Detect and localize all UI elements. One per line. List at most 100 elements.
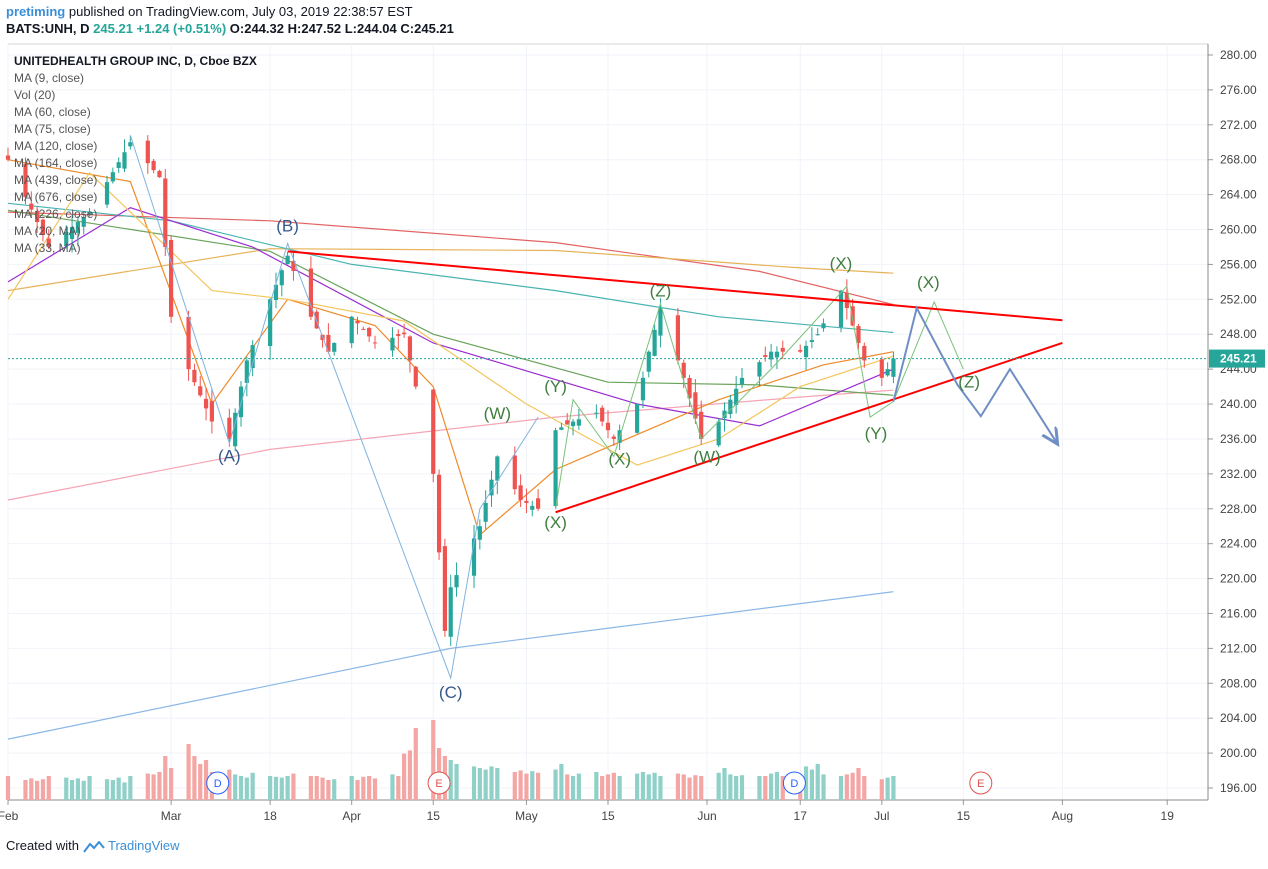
y-tick-label: 268.00 — [1220, 153, 1257, 167]
candle-body — [209, 401, 214, 422]
x-tick-label: 15 — [427, 809, 441, 823]
legend-item[interactable]: MA (33, MA) — [14, 241, 81, 255]
legend-item[interactable]: MA (9, close) — [14, 71, 85, 85]
candle-body — [594, 412, 599, 414]
legend-item[interactable]: MA (164, close) — [14, 156, 98, 170]
x-tick-label: Apr — [342, 809, 361, 823]
x-tick-label: Jul — [874, 809, 889, 823]
volume-bar — [617, 776, 622, 800]
volume-bar — [739, 775, 745, 800]
volume-bar — [279, 777, 284, 800]
volume-bar — [495, 768, 500, 800]
wave-label: (B) — [276, 216, 299, 235]
legend-item[interactable]: MA (75, close) — [14, 122, 91, 136]
legend-item[interactable]: MA (439, close) — [14, 173, 98, 187]
volume-bar — [5, 776, 11, 800]
legend-item[interactable]: MA (60, close) — [14, 105, 91, 119]
volume-bar — [308, 776, 314, 800]
candle-body — [268, 299, 273, 347]
volume-bar — [722, 768, 727, 800]
low-value: L:244.04 — [344, 21, 397, 36]
volume-bar — [431, 720, 436, 800]
candle-body — [227, 417, 232, 439]
candle-body — [402, 332, 407, 335]
volume-bar — [448, 760, 453, 800]
candle-body — [605, 422, 611, 431]
candle-body — [809, 340, 814, 342]
legend-item[interactable]: MA (120, close) — [14, 139, 98, 153]
volume-bar — [157, 772, 162, 800]
volume-bar — [244, 777, 249, 800]
candle-body — [774, 351, 780, 358]
volume-bar — [291, 773, 296, 800]
candle-body — [821, 323, 826, 329]
volume-bar — [600, 776, 605, 800]
candle-body — [145, 140, 150, 164]
wave-label: (W) — [693, 448, 720, 467]
legend-item[interactable]: Vol (20) — [14, 88, 56, 102]
volume-bar — [879, 779, 884, 800]
volume-bar — [349, 776, 354, 800]
author-name[interactable]: pretiming — [6, 4, 66, 19]
wave-path-abc — [129, 135, 539, 680]
tradingview-logo-icon — [82, 840, 105, 853]
y-tick-label: 196.00 — [1220, 781, 1257, 795]
symbol-label: BATS:UNH, D — [6, 21, 90, 36]
volume-bar — [862, 776, 867, 800]
volume-bar — [594, 772, 599, 800]
candle-body — [361, 328, 366, 330]
volume-bar — [326, 780, 331, 800]
wave-label: (X) — [544, 513, 567, 532]
candle-body — [512, 455, 517, 490]
candle-body — [151, 160, 156, 171]
volume-bar — [850, 772, 855, 800]
x-tick-label: Mar — [161, 809, 182, 823]
moving-average-line — [7, 171, 894, 466]
legend-item[interactable]: MA (676, close) — [14, 190, 98, 204]
dividend-marker-label: D — [790, 778, 798, 790]
candle-body — [116, 162, 121, 168]
volume-bar — [186, 744, 191, 800]
volume-bar — [565, 774, 570, 800]
legend-item[interactable]: MA (20, MA) — [14, 224, 81, 238]
volume-bar — [238, 776, 244, 800]
legend-title: UNITEDHEALTH GROUP INC, D, Cboe BZX — [14, 54, 257, 68]
dividend-marker-label: D — [214, 778, 222, 790]
candle-body — [856, 326, 861, 343]
price-change: +1.24 (+0.51%) — [136, 21, 227, 36]
candle-body — [122, 152, 127, 169]
wave-label: (A) — [218, 447, 241, 466]
volume-bar — [605, 774, 611, 800]
volume-bar — [361, 776, 366, 800]
candle-body — [192, 369, 197, 383]
candle-body — [658, 308, 663, 336]
volume-bar — [233, 774, 238, 800]
y-tick-label: 240.00 — [1220, 397, 1257, 411]
x-tick-label: Feb — [0, 809, 19, 823]
candle-body — [29, 203, 34, 210]
y-tick-label: 272.00 — [1220, 118, 1257, 132]
candle-body — [757, 362, 762, 377]
y-tick-label: 228.00 — [1220, 502, 1257, 516]
volume-bar — [576, 773, 581, 800]
candle-body — [308, 268, 314, 317]
volume-bar — [203, 760, 209, 800]
volume-bar — [885, 777, 890, 800]
candle-body — [722, 410, 727, 419]
y-tick-label: 280.00 — [1220, 48, 1257, 62]
tradingview-brand[interactable]: TradingView — [108, 838, 180, 853]
candle-body — [128, 142, 133, 147]
candle-body — [524, 500, 529, 503]
x-tick-label: Aug — [1052, 809, 1073, 823]
candle-body — [454, 575, 459, 588]
candle-body — [471, 538, 477, 576]
candle-body — [739, 377, 745, 385]
moving-average-line — [7, 389, 894, 501]
volume-bar — [844, 774, 849, 800]
legend-item[interactable]: MA (226, close) — [14, 207, 98, 221]
candle-body — [332, 342, 337, 352]
volume-bar — [635, 773, 640, 800]
moving-average-line — [7, 211, 894, 306]
